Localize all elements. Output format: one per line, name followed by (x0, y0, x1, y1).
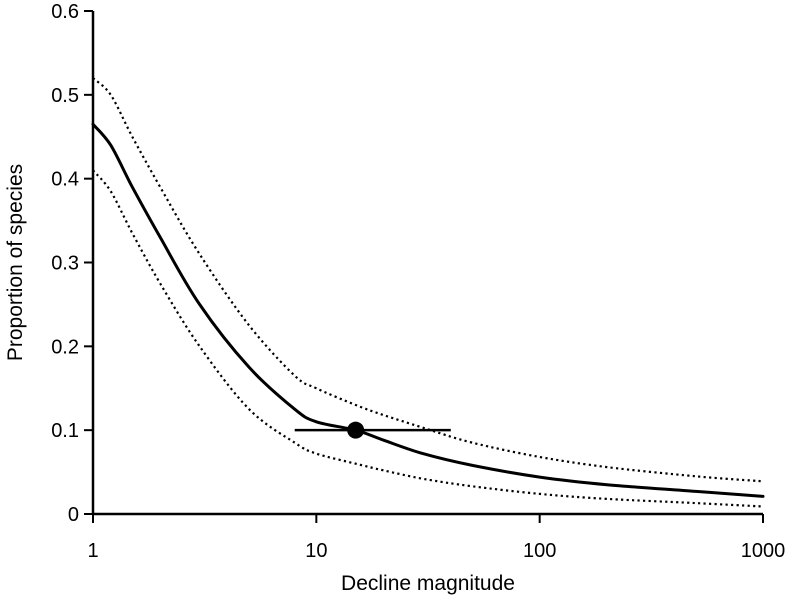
x-tick-label: 100 (523, 540, 556, 562)
confidence-bound-line-1 (92, 77, 764, 483)
axes: 0 0.1 0.2 0.3 0.4 0.5 0.6 1 10 100 1000 Decline mag… (4, 1, 785, 595)
central-estimate-line (91, 122, 765, 498)
y-tick-label: 0.1 (51, 420, 79, 442)
y-tick-label: 0.6 (51, 1, 79, 23)
y-axis-title: Proportion of species (4, 164, 27, 361)
x-tick-label: 1000 (741, 540, 786, 562)
x-tick-label: 1 (87, 540, 98, 562)
y-tick-label: 0 (68, 504, 79, 526)
y-tick-label: 0.5 (51, 85, 79, 107)
x-axis-title: Decline magnitude (341, 572, 515, 595)
confidence-bound-line-2 (92, 169, 764, 508)
x-tick-label: 10 (305, 540, 327, 562)
y-tick-label: 0.2 (51, 336, 79, 358)
highlight-point (347, 421, 365, 439)
y-tick-label: 0.3 (51, 253, 79, 275)
y-tick-label: 0.4 (51, 169, 79, 191)
plot-area (91, 77, 765, 508)
